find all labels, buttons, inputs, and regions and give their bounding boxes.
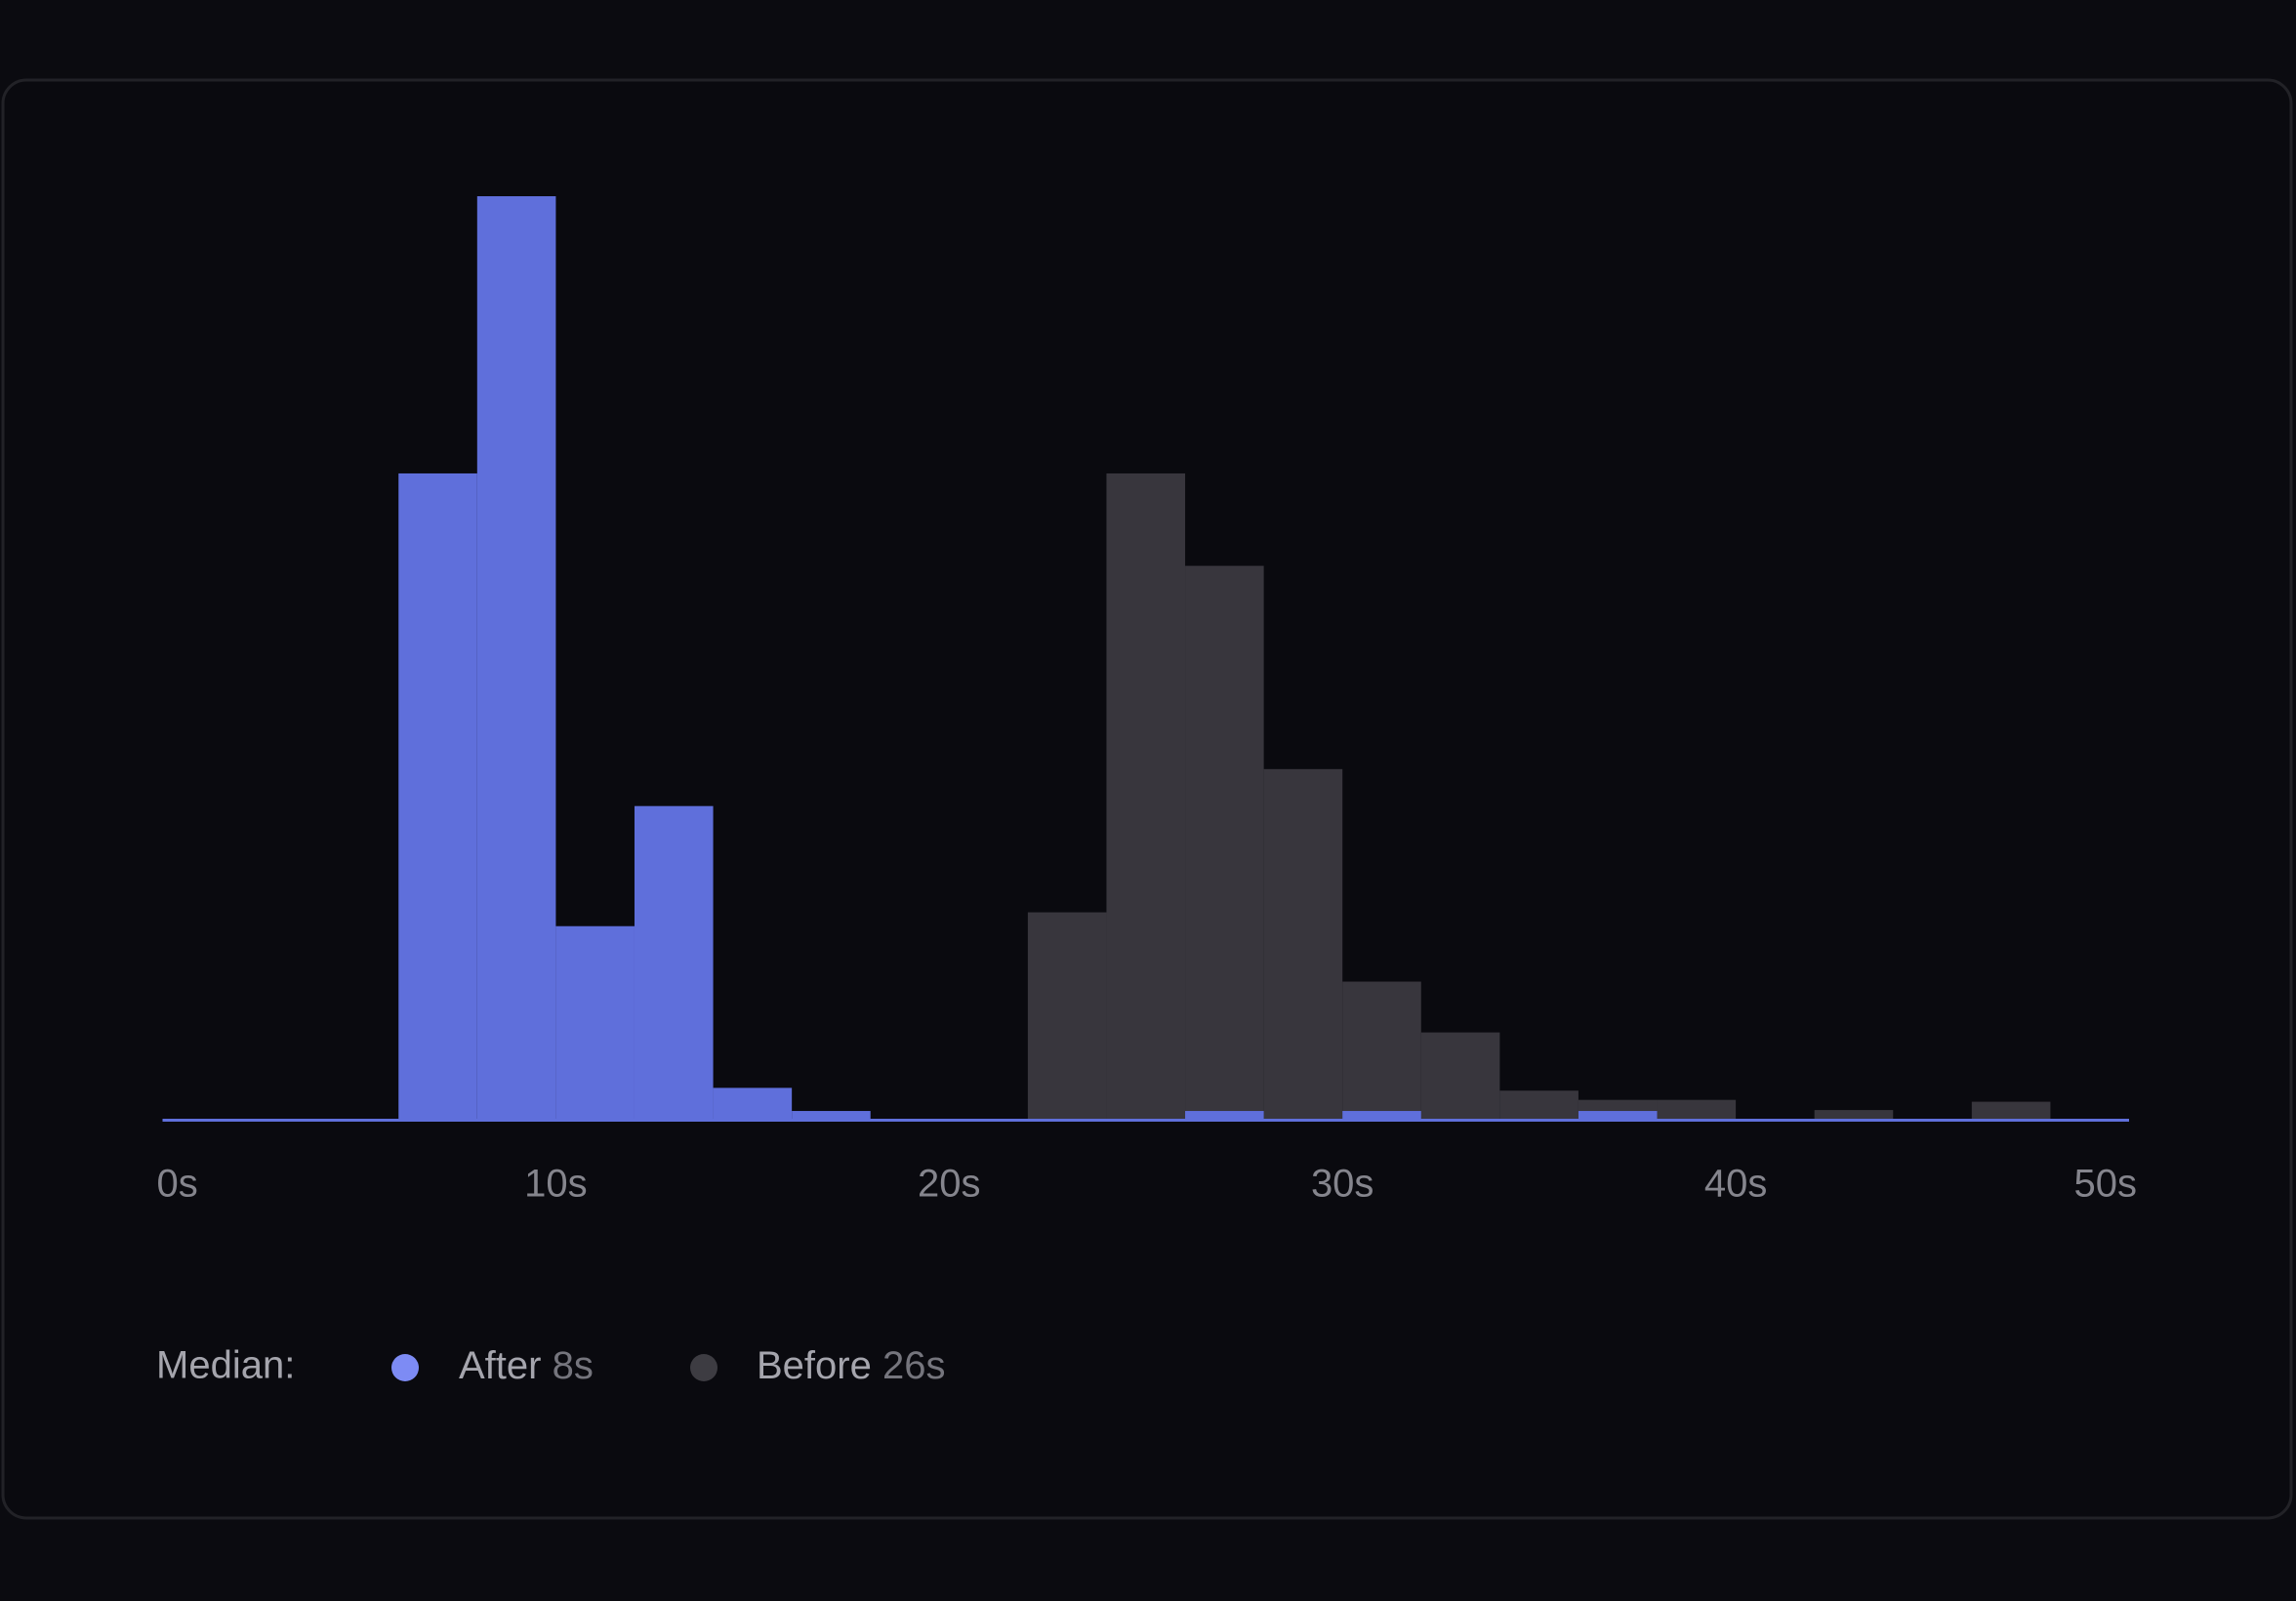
x-tick-label: 30s bbox=[1311, 1163, 1374, 1206]
bar bbox=[476, 196, 556, 1121]
bar bbox=[1657, 1099, 1737, 1121]
x-tick-label: 40s bbox=[1704, 1163, 1768, 1206]
bar bbox=[1342, 981, 1421, 1121]
legend-dot bbox=[391, 1354, 419, 1381]
x-tick-label: 10s bbox=[524, 1163, 588, 1206]
legend-median: 26s bbox=[882, 1344, 946, 1387]
bar bbox=[792, 1111, 871, 1121]
bar bbox=[1499, 1090, 1578, 1121]
x-tick-label: 20s bbox=[918, 1163, 981, 1206]
bar bbox=[1420, 1032, 1500, 1121]
x-tick-label: 50s bbox=[2074, 1163, 2138, 1206]
legend-name: After bbox=[459, 1344, 541, 1387]
bar bbox=[1185, 565, 1264, 1121]
x-tick-label: 0s bbox=[157, 1163, 198, 1206]
bar bbox=[398, 472, 477, 1121]
legend-entry: Before 26s bbox=[757, 1344, 945, 1387]
bar bbox=[713, 1088, 793, 1121]
bar bbox=[1814, 1110, 1894, 1121]
legend-entry: After 8s bbox=[459, 1344, 594, 1387]
legend-median: 8s bbox=[553, 1344, 594, 1387]
bar bbox=[1185, 1111, 1264, 1121]
legend-name: Before bbox=[757, 1344, 872, 1387]
bar bbox=[1106, 472, 1186, 1121]
bar bbox=[555, 925, 635, 1121]
legend-title: Median: bbox=[156, 1344, 295, 1387]
bar bbox=[1027, 912, 1107, 1121]
bar bbox=[1971, 1101, 2051, 1121]
legend-dot bbox=[690, 1354, 718, 1381]
bar bbox=[1578, 1111, 1658, 1121]
bar bbox=[1263, 768, 1343, 1121]
bar bbox=[634, 805, 714, 1121]
bar bbox=[1342, 1111, 1421, 1121]
